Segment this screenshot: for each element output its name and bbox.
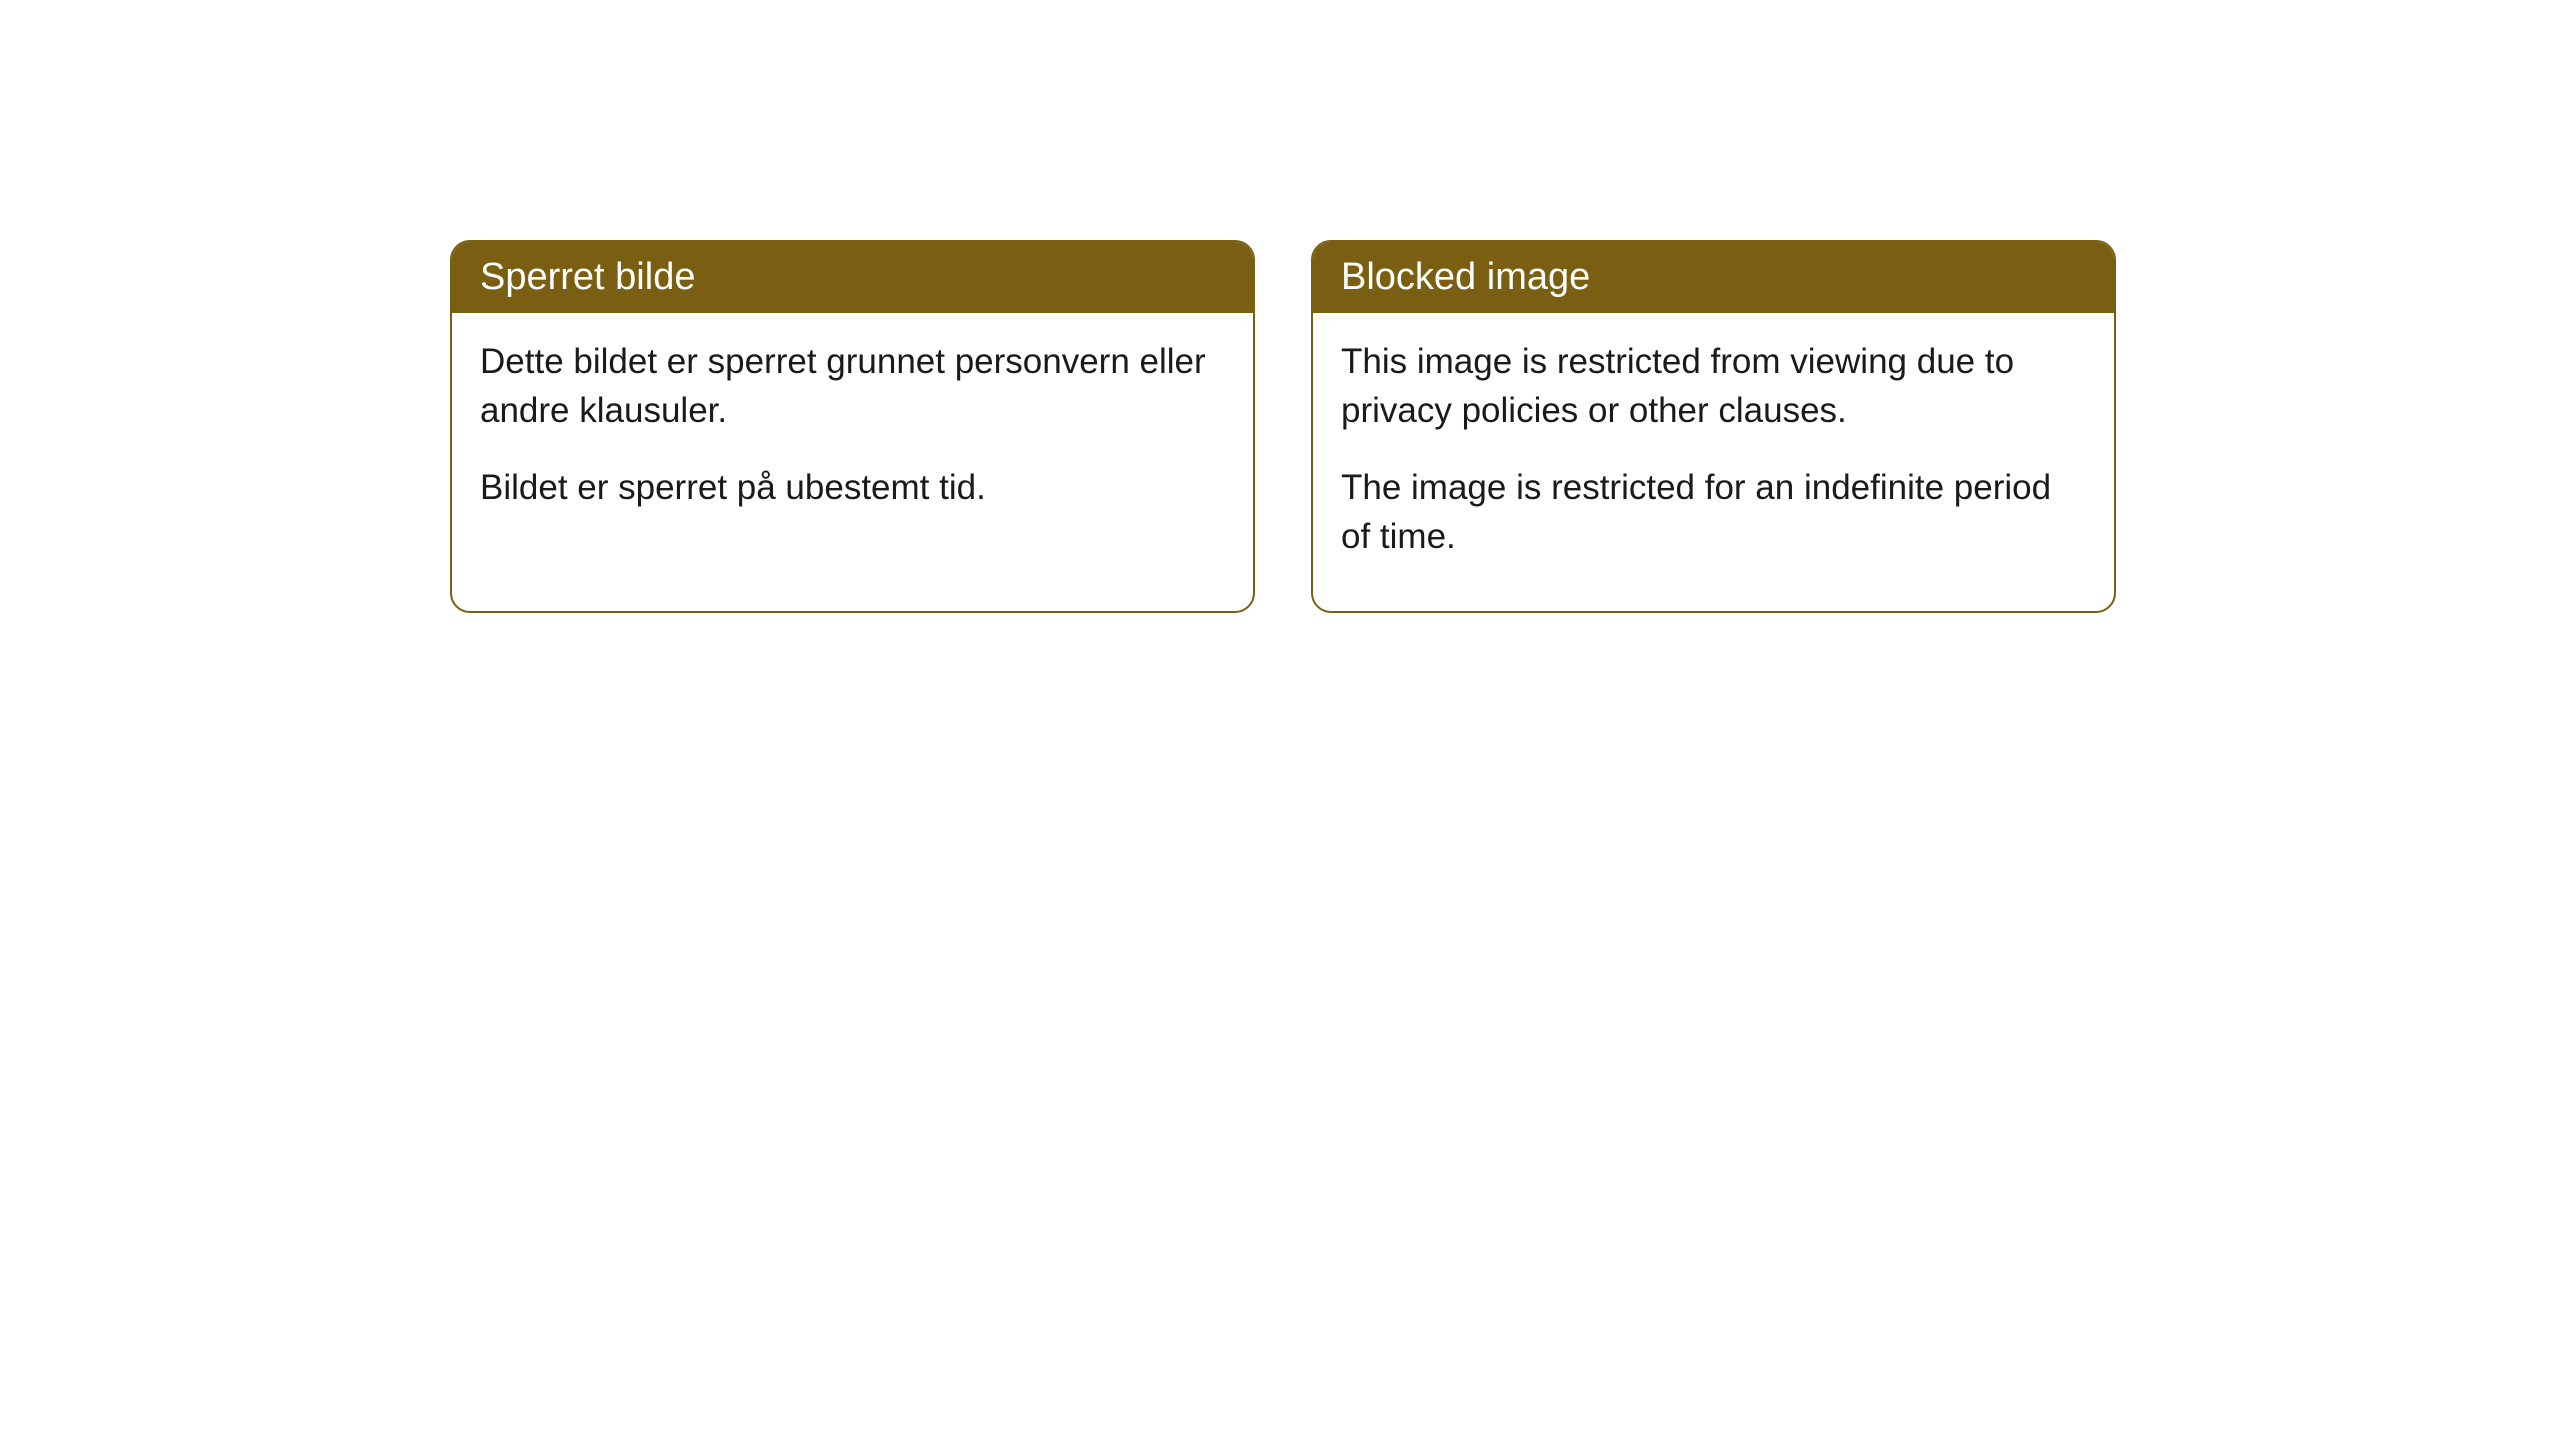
card-header-english: Blocked image — [1313, 242, 2114, 313]
card-title: Sperret bilde — [480, 256, 695, 298]
card-title: Blocked image — [1341, 256, 1590, 298]
card-paragraph-2: Bildet er sperret på ubestemt tid. — [480, 463, 1225, 512]
card-paragraph-2: The image is restricted for an indefinit… — [1341, 463, 2086, 561]
blocked-image-card-english: Blocked image This image is restricted f… — [1311, 240, 2116, 613]
card-body-english: This image is restricted from viewing du… — [1313, 313, 2114, 611]
card-paragraph-1: Dette bildet er sperret grunnet personve… — [480, 337, 1225, 435]
notification-cards-container: Sperret bilde Dette bildet er sperret gr… — [450, 240, 2116, 613]
card-paragraph-1: This image is restricted from viewing du… — [1341, 337, 2086, 435]
card-body-norwegian: Dette bildet er sperret grunnet personve… — [452, 313, 1253, 562]
blocked-image-card-norwegian: Sperret bilde Dette bildet er sperret gr… — [450, 240, 1255, 613]
card-header-norwegian: Sperret bilde — [452, 242, 1253, 313]
